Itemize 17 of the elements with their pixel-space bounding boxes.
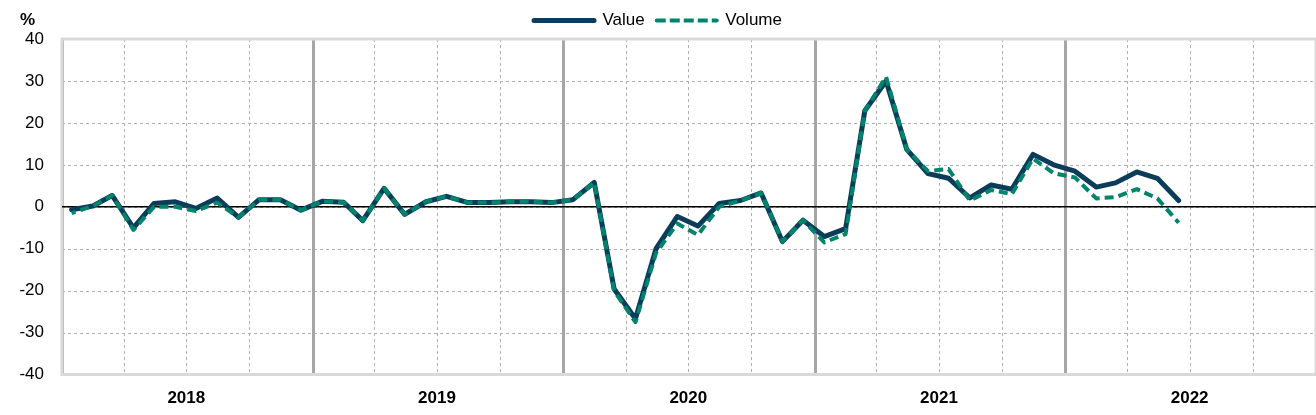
legend-label: Value [602, 10, 645, 30]
y-tick-label: -10 [19, 238, 44, 258]
y-tick-label: -30 [19, 322, 44, 342]
y-tick-label: 10 [25, 154, 44, 174]
y-tick-label: 0 [34, 196, 44, 216]
y-tick-label: 20 [25, 112, 44, 132]
x-tick-label: 2020 [669, 388, 708, 408]
x-tick-label: 2021 [920, 388, 958, 408]
x-tick-label: 2019 [418, 388, 456, 408]
y-tick-label: -20 [19, 280, 44, 300]
legend-label: Volume [725, 10, 782, 30]
y-tick-label: 30 [25, 70, 44, 90]
y-tick-label: -40 [19, 364, 44, 384]
y-axis-title: % [20, 10, 36, 30]
x-tick-label: 2022 [1170, 388, 1209, 408]
x-tick-label: 2018 [167, 388, 206, 408]
y-tick-label: 40 [25, 28, 44, 48]
